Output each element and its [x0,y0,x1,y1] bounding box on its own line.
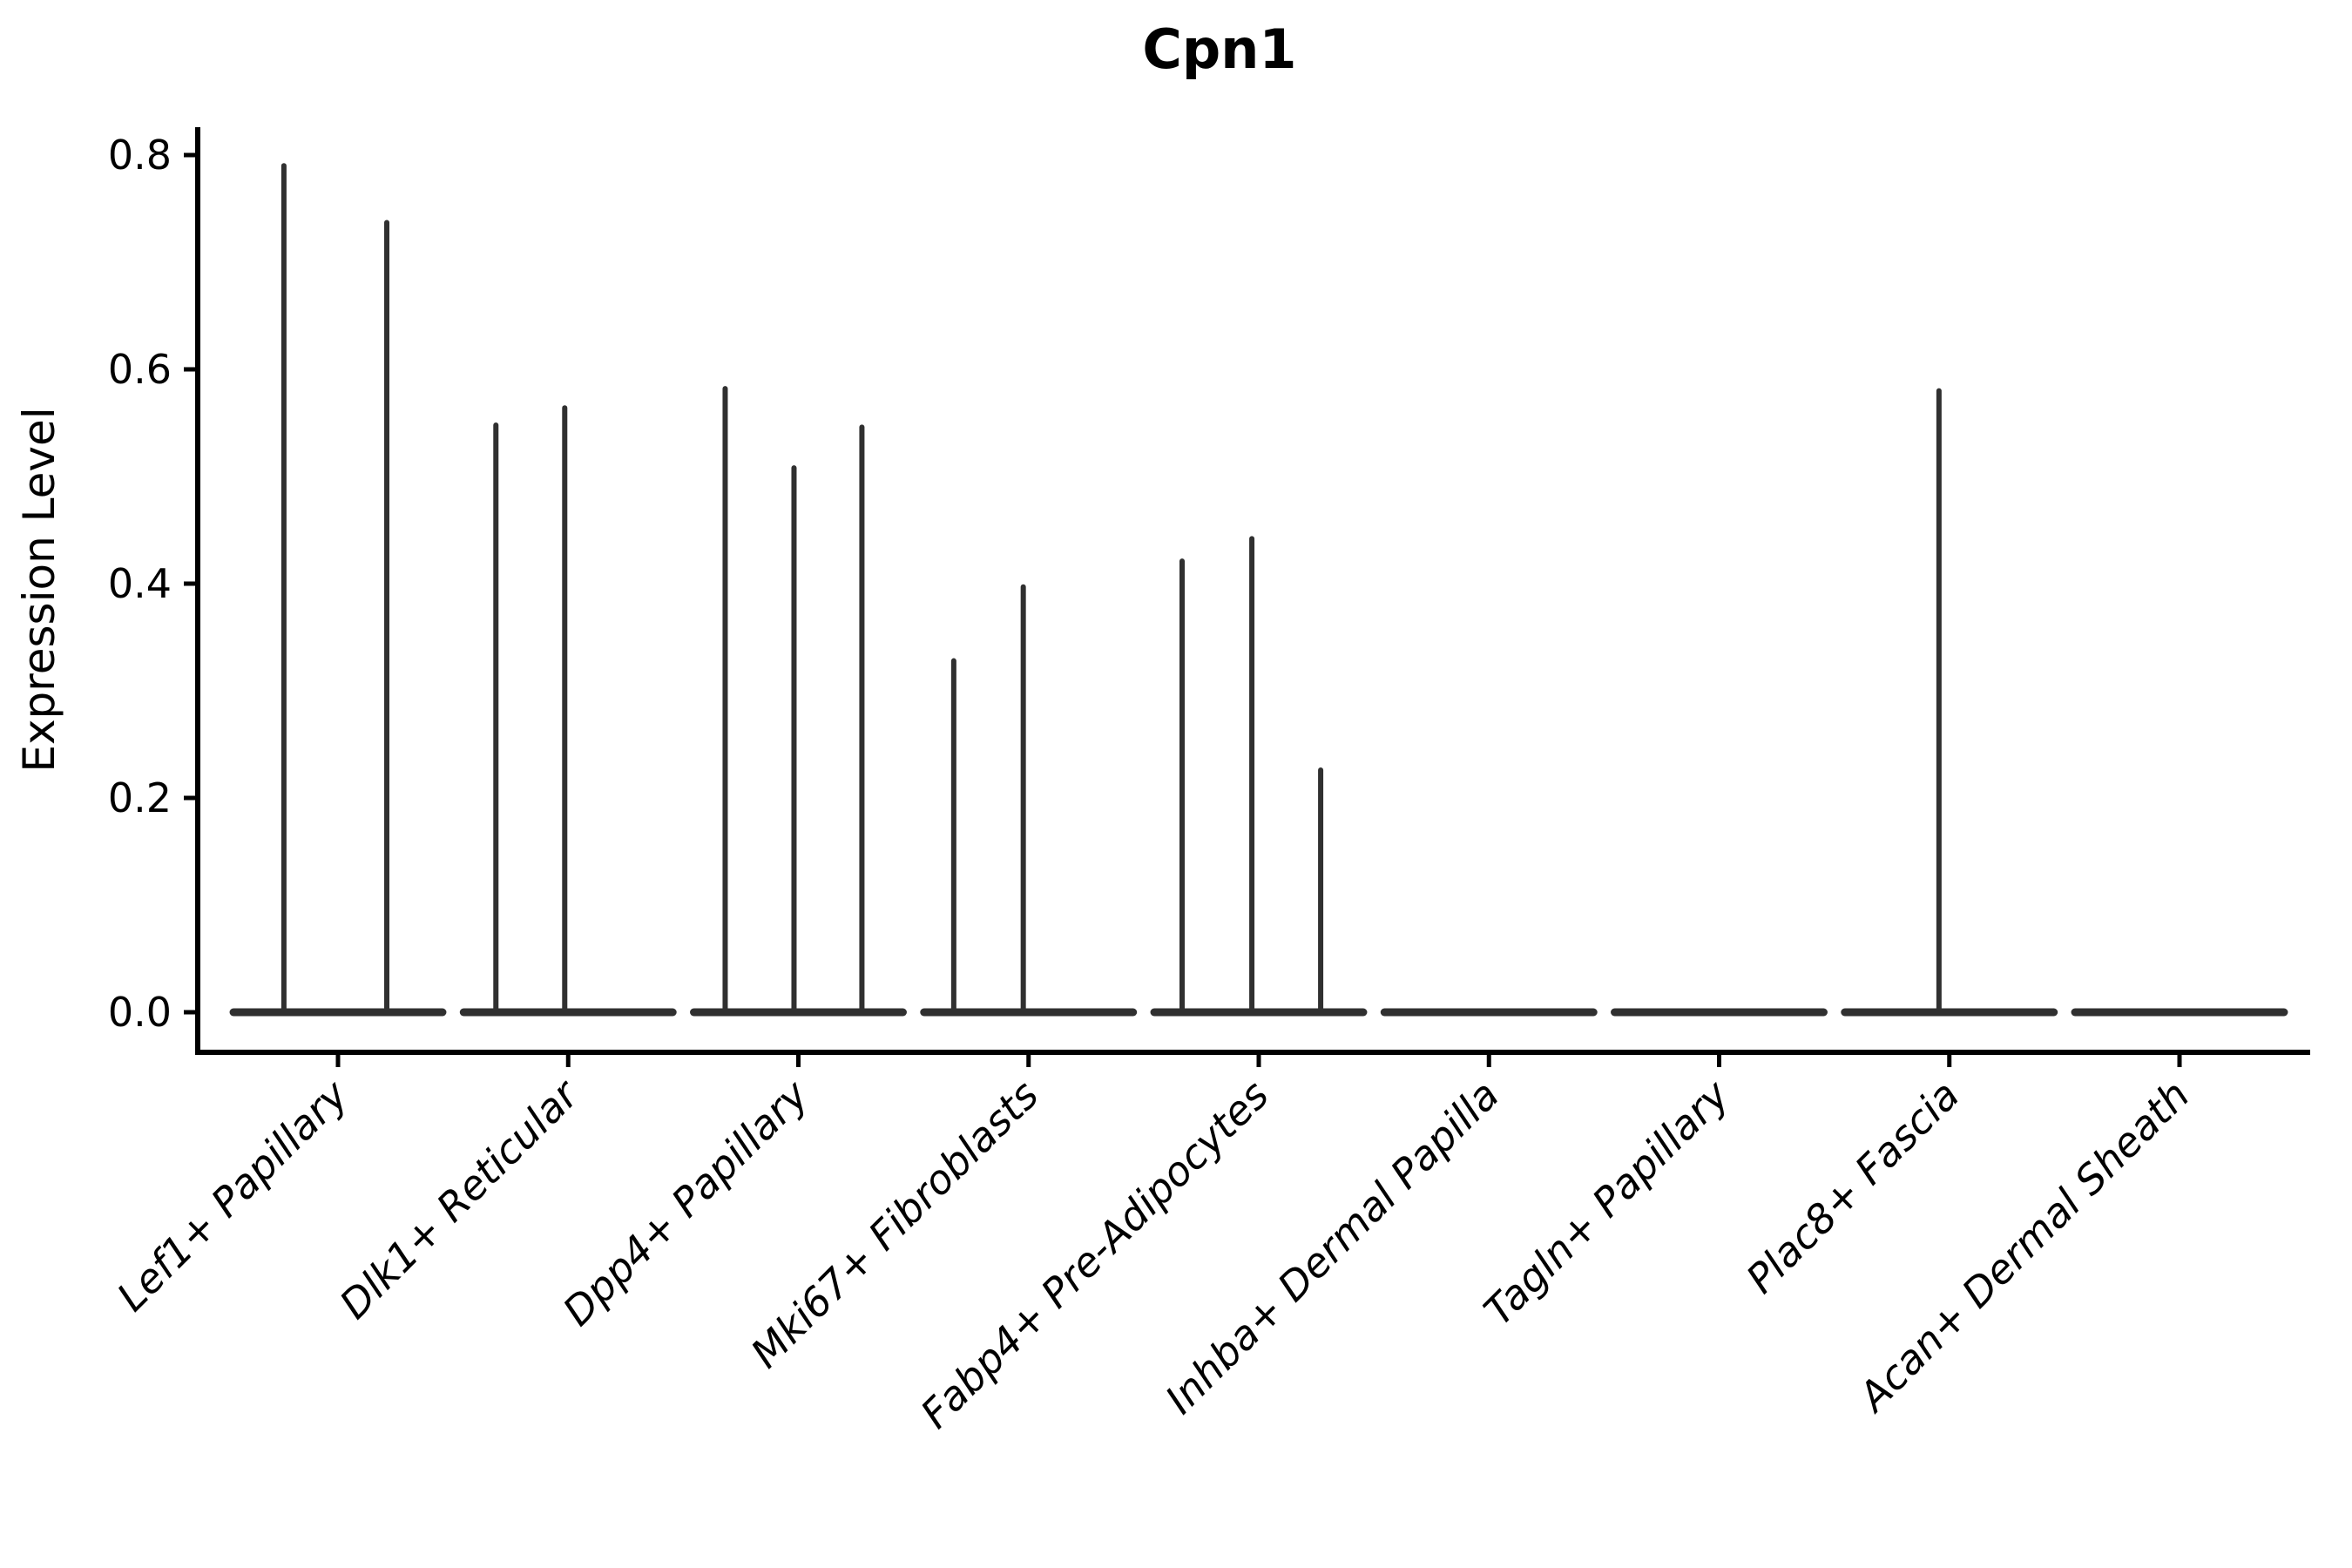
y-tick-label: 0.6 [108,346,172,393]
y-tick-label: 0.2 [108,774,172,821]
x-tick-label: Plac8+ Fascia [1737,1071,1968,1302]
x-tick-label: Dlk1+ Reticular [330,1069,589,1328]
y-tick-label: 0.4 [108,560,172,607]
violins-layer [229,163,2288,1017]
y-tick-label: 0.0 [108,989,172,1036]
axes-layer [195,127,2310,1055]
x-tick-label: Tagln+ Papillary [1475,1071,1739,1335]
plot-title: Cpn1 [1142,17,1296,81]
y-tick-label: 0.8 [108,132,172,179]
x-tick-label: Lef1+ Papillary [108,1071,357,1320]
y-axis-label: Expression Level [14,407,64,772]
x-tick-label: Dpp4+ Papillary [554,1071,818,1335]
